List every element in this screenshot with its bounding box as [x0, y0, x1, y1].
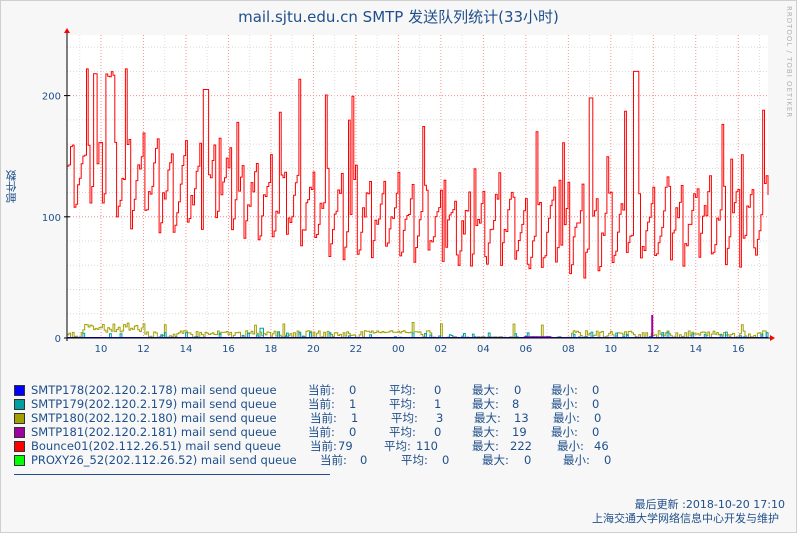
legend-stat-value-min: 46 [594, 439, 609, 453]
legend-underline [14, 474, 330, 475]
legend-entry: SMTP178(202.120.2.178) mail send queue 当前… [14, 383, 599, 397]
legend-stat-value-avg: 110 [416, 439, 438, 453]
legend-stat-label-avg: 平均: [389, 383, 416, 397]
legend-stat-label-max: 最大: [474, 411, 501, 425]
legend-stat-label-avg: 平均: [401, 453, 428, 467]
x-tick-label: 12 [647, 344, 660, 355]
legend-stat-value-avg: 0 [442, 453, 450, 467]
legend-stat-value-avg: 3 [436, 411, 444, 425]
legend-stat-value-max: 8 [512, 397, 520, 411]
legend-stat-value-max: 0 [514, 383, 522, 397]
series-line-bounce01 [67, 68, 769, 279]
legend-stat-label-min: 最小: [551, 383, 578, 397]
legend-stat-value-cur: 0 [349, 383, 357, 397]
y-tick-label: 0 [55, 334, 61, 345]
legend-stat-label-min: 最小: [551, 425, 578, 439]
x-tick-label: 16 [222, 344, 235, 355]
legend-stat-value-cur: 0 [349, 425, 357, 439]
legend-stat-value-min: 0 [594, 411, 602, 425]
legend-stat-label-avg: 平均: [384, 439, 411, 453]
x-tick-label: 08 [562, 344, 575, 355]
legend-stat-label-max: 最大: [472, 383, 499, 397]
legend-stat-value-cur: 79 [338, 439, 353, 453]
x-tick-label: 14 [180, 344, 193, 355]
legend-stat-value-cur: 1 [349, 397, 357, 411]
legend-stat-value-max: 222 [510, 439, 532, 453]
legend-stat-label-cur: 当前: [310, 439, 337, 453]
legend-swatch [14, 427, 25, 438]
legend-stat-value-max: 19 [512, 425, 527, 439]
legend-stat-value-min: 0 [592, 425, 600, 439]
x-tick-label: 02 [434, 344, 447, 355]
maintainer-credit: 上海交通大学网络信息中心开发与维护 [592, 512, 779, 525]
legend-stat-value-avg: 1 [434, 397, 442, 411]
legend-series-name: SMTP178(202.120.2.178) mail send queue [31, 383, 277, 397]
legend-series-name: PROXY26_52(202.112.26.52) mail send queu… [31, 453, 297, 467]
legend-stat-value-cur: 1 [351, 411, 359, 425]
legend-stat-label-cur: 当前: [310, 411, 337, 425]
x-tick-label: 22 [350, 344, 363, 355]
x-tick-label: 14 [689, 344, 702, 355]
legend-swatch [14, 455, 25, 466]
legend-stat-label-max: 最大: [472, 439, 499, 453]
rrdtool-credit: RRDTOOL / TOBI OETIKER [785, 6, 793, 119]
legend-swatch [14, 399, 25, 410]
legend-stat-label-cur: 当前: [308, 383, 335, 397]
legend-stat-label-avg: 平均: [389, 425, 416, 439]
legend-stat-value-min: 0 [592, 397, 600, 411]
legend-entry: SMTP181(202.120.2.181) mail send queue 当前… [14, 425, 599, 439]
legend-entry: PROXY26_52(202.112.26.52) mail send queu… [14, 453, 611, 467]
legend-stat-value-cur: 0 [360, 453, 368, 467]
legend-stat-label-max: 最大: [472, 425, 499, 439]
x-tick-label: 20 [307, 344, 320, 355]
legend-stat-label-min: 最小: [557, 439, 584, 453]
y-tick-label: 100 [42, 213, 61, 224]
x-tick-label: 10 [95, 344, 108, 355]
x-tick-label: 16 [732, 344, 745, 355]
x-tick-label: 18 [265, 344, 278, 355]
legend-stat-label-cur: 当前: [320, 453, 347, 467]
y-tick-label: 200 [42, 92, 61, 103]
y-axis-arrow [64, 28, 70, 33]
legend-stat-label-cur: 当前: [308, 397, 335, 411]
legend-series-name: SMTP180(202.120.2.180) mail send queue [31, 411, 277, 425]
legend-stat-label-min: 最小: [563, 453, 590, 467]
legend-stat-label-min: 最小: [551, 397, 578, 411]
legend-series-name: SMTP181(202.120.2.181) mail send queue [31, 425, 277, 439]
legend-series-name: Bounce01(202.112.26.51) mail send queue [31, 439, 281, 453]
legend-stat-value-min: 0 [604, 453, 612, 467]
legend-swatch [14, 385, 25, 396]
legend-swatch [14, 441, 25, 452]
legend-stat-label-max: 最大: [482, 453, 509, 467]
x-tick-label: 06 [519, 344, 532, 355]
legend-stat-value-max: 0 [524, 453, 532, 467]
legend-stat-value-avg: 0 [434, 383, 442, 397]
legend-stat-label-avg: 平均: [391, 411, 418, 425]
last-updated: 最后更新 :2018-10-20 17:10 [634, 498, 785, 511]
legend-series-name: SMTP179(202.120.2.179) mail send queue [31, 397, 277, 411]
legend-entry: SMTP180(202.120.2.180) mail send queue 当前… [14, 411, 601, 425]
legend-stat-label-cur: 当前: [308, 425, 335, 439]
x-tick-label: 00 [392, 344, 405, 355]
legend-stat-value-min: 0 [592, 383, 600, 397]
legend-stat-value-avg: 0 [434, 425, 442, 439]
legend: SMTP178(202.120.2.178) mail send queue 当前… [14, 383, 611, 467]
legend-stat-label-max: 最大: [472, 397, 499, 411]
legend-entry: SMTP179(202.120.2.179) mail send queue 当前… [14, 397, 599, 411]
x-tick-label: 10 [604, 344, 617, 355]
x-axis-arrow [770, 335, 775, 341]
legend-stat-label-avg: 平均: [389, 397, 416, 411]
legend-entry: Bounce01(202.112.26.51) mail send queue 当… [14, 439, 609, 453]
x-tick-label: 12 [137, 344, 150, 355]
legend-swatch [14, 413, 25, 424]
chart-title: mail.sjtu.edu.cn SMTP 发送队列统计(33小时) [238, 8, 559, 26]
x-tick-label: 04 [477, 344, 490, 355]
legend-stat-value-max: 13 [514, 411, 529, 425]
plot-background [67, 35, 768, 338]
legend-stat-label-min: 最小: [553, 411, 580, 425]
